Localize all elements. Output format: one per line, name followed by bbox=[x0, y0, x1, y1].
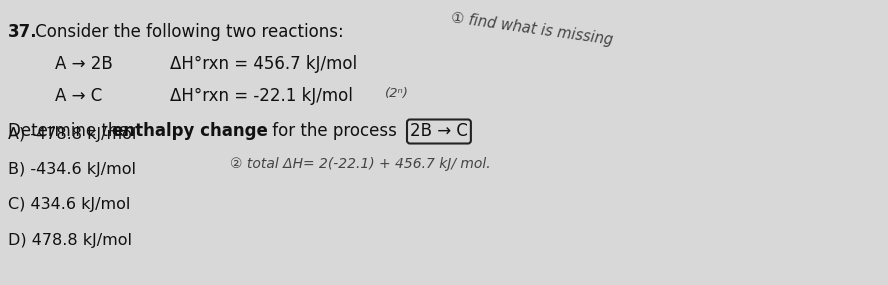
Text: ΔH°rxn = 456.7 kJ/mol: ΔH°rxn = 456.7 kJ/mol bbox=[170, 55, 357, 73]
Text: for the process: for the process bbox=[267, 122, 397, 140]
Text: ΔH°rxn = -22.1 kJ/mol: ΔH°rxn = -22.1 kJ/mol bbox=[170, 87, 353, 105]
Text: ① find what is missing: ① find what is missing bbox=[450, 10, 614, 48]
Text: B) -434.6 kJ/mol: B) -434.6 kJ/mol bbox=[8, 162, 136, 177]
Text: A → 2B: A → 2B bbox=[55, 55, 113, 73]
Text: ② total ΔH= 2(-22.1) + 456.7 kJ/ mol.: ② total ΔH= 2(-22.1) + 456.7 kJ/ mol. bbox=[230, 157, 491, 171]
Text: D) 478.8 kJ/mol: D) 478.8 kJ/mol bbox=[8, 233, 132, 248]
Text: A → C: A → C bbox=[55, 87, 102, 105]
Text: A) -478.8 kJ/mol: A) -478.8 kJ/mol bbox=[8, 127, 137, 142]
Text: enthalpy change: enthalpy change bbox=[112, 122, 268, 140]
Text: Determine the: Determine the bbox=[8, 122, 134, 140]
Text: (2ⁿ): (2ⁿ) bbox=[385, 87, 408, 100]
Text: 2B → C: 2B → C bbox=[410, 123, 468, 141]
Text: 37.: 37. bbox=[8, 23, 37, 41]
Text: C) 434.6 kJ/mol: C) 434.6 kJ/mol bbox=[8, 197, 131, 212]
Text: Consider the following two reactions:: Consider the following two reactions: bbox=[30, 23, 344, 41]
